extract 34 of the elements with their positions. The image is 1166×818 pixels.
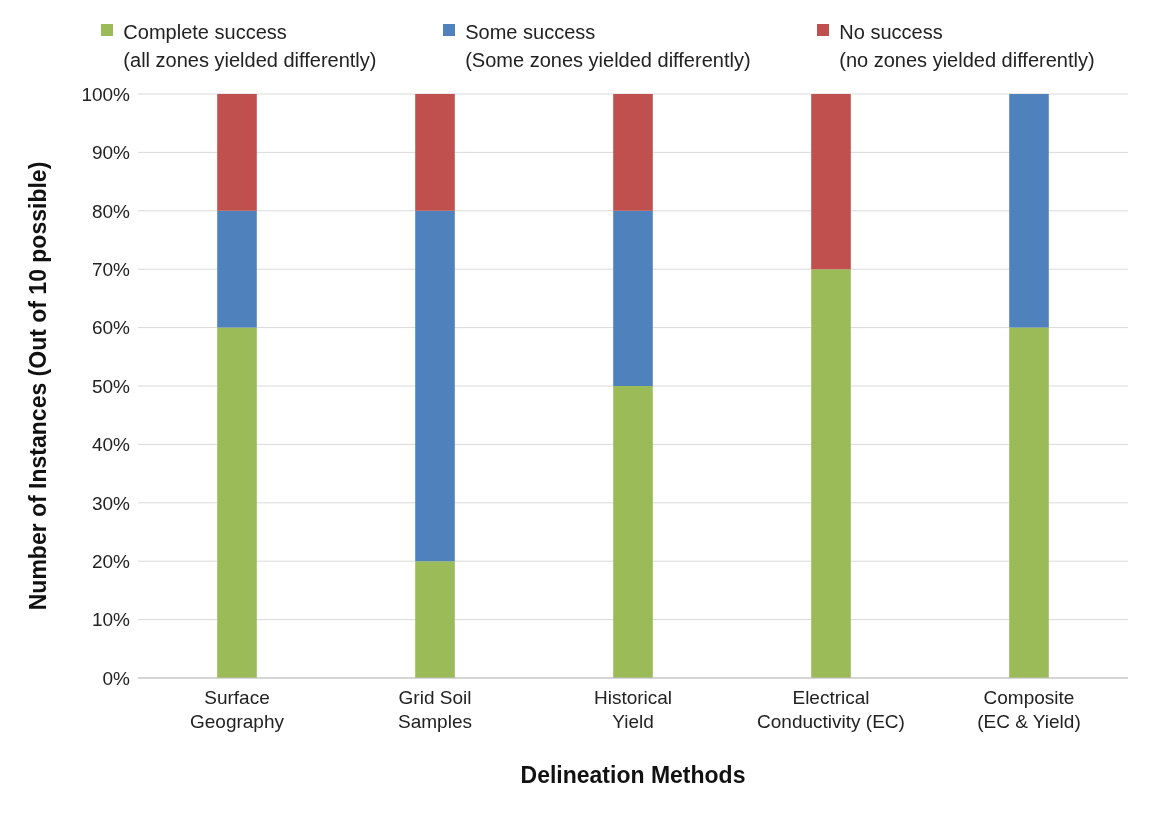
bar (811, 94, 851, 270)
y-axis-title: Number of Instances (Out of 10 possible) (25, 161, 52, 611)
y-tick-label: 100% (81, 83, 131, 105)
bar (1009, 327, 1049, 678)
legend-label: Some success (Some zones yielded differently) (465, 20, 751, 73)
y-tick-label: 30% (91, 492, 131, 514)
bar (217, 94, 257, 211)
y-tick-label: 70% (91, 258, 131, 280)
x-tick-label: Historical Yield (593, 687, 673, 732)
legend-label: Complete success (all zones yielded differently) (123, 20, 377, 73)
y-tick-label: 10% (91, 609, 131, 631)
y-tick-label: 90% (91, 142, 131, 164)
bar (415, 561, 455, 678)
x-tick-label: Grid Soil Samples (398, 687, 472, 732)
x-tick-label: Surface Geography (189, 687, 285, 732)
bar (217, 210, 257, 328)
x-axis-title: Delineation Methods (520, 762, 746, 788)
y-tick-label: 60% (91, 317, 131, 339)
y-tick-label: 50% (91, 375, 131, 397)
legend-label: No success (no zones yielded differently) (839, 20, 1095, 73)
y-tick-label: 40% (91, 434, 131, 456)
x-tick-label: Electrical Conductivity (EC) (757, 687, 905, 732)
bar (613, 210, 653, 386)
bar (811, 269, 851, 678)
bar (415, 94, 455, 211)
bar (217, 327, 257, 678)
y-tick-label: 0% (102, 667, 131, 689)
bar (415, 210, 455, 562)
bar (1009, 94, 1049, 328)
y-tick-label: 20% (91, 550, 131, 572)
y-tick-label: 80% (91, 200, 131, 222)
x-tick-label: Composite (EC & Yield) (977, 687, 1081, 732)
bar (613, 94, 653, 211)
bar (613, 386, 653, 678)
